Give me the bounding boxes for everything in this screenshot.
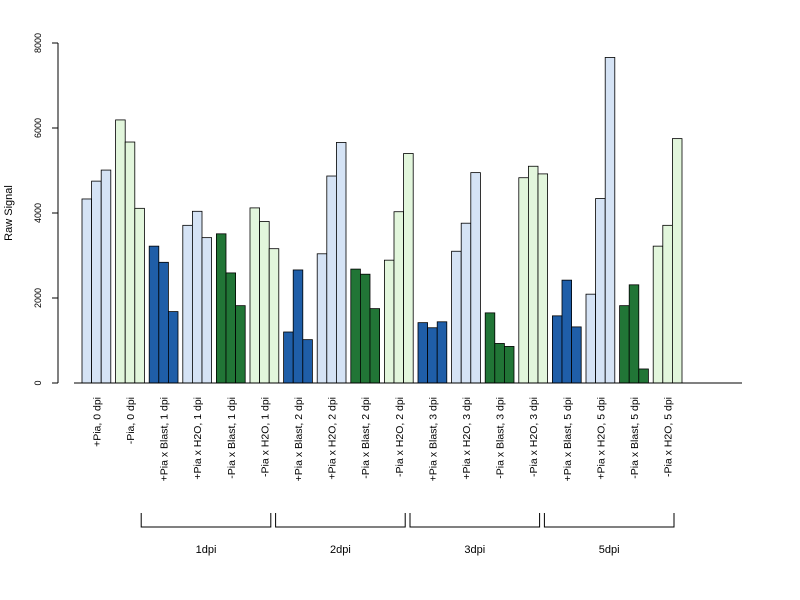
category-label: -Pia x H2O, 2 dpi bbox=[394, 397, 406, 477]
bar bbox=[403, 153, 414, 384]
category-label: +Pia x Blast, 3 dpi bbox=[427, 397, 439, 481]
y-tick-label: 0 bbox=[33, 380, 43, 385]
group-label: 2dpi bbox=[330, 544, 351, 556]
y-tick-label: 8000 bbox=[33, 33, 43, 53]
bar bbox=[619, 305, 630, 384]
group-brackets: 1dpi 2dpi 3dpi 5dpi bbox=[140, 513, 675, 556]
bar bbox=[595, 198, 606, 384]
bar bbox=[638, 368, 649, 384]
group-label: 1dpi bbox=[196, 544, 217, 556]
category-label: -Pia x Blast, 3 dpi bbox=[495, 397, 507, 479]
bar bbox=[571, 326, 582, 384]
category-label: +Pia x Blast, 5 dpi bbox=[562, 397, 574, 481]
bar bbox=[652, 245, 664, 384]
category-label: +Pia x H2O, 1 dpi bbox=[192, 397, 204, 480]
category-label: -Pia x H2O, 3 dpi bbox=[528, 397, 540, 477]
bar bbox=[134, 207, 145, 384]
bar bbox=[316, 253, 328, 384]
bar bbox=[292, 269, 304, 384]
bar bbox=[628, 284, 640, 384]
bar bbox=[451, 250, 462, 384]
y-tick-label: 2000 bbox=[33, 288, 43, 308]
bar bbox=[326, 175, 337, 384]
bar bbox=[528, 165, 539, 384]
bar bbox=[335, 142, 347, 384]
bar bbox=[427, 327, 438, 384]
y-tick-label: 6000 bbox=[33, 118, 43, 138]
bar bbox=[259, 221, 270, 384]
group-bracket bbox=[543, 513, 675, 528]
bar bbox=[302, 339, 313, 384]
category-label: -Pia x Blast, 5 dpi bbox=[629, 397, 641, 479]
bar bbox=[100, 169, 112, 384]
bar bbox=[191, 210, 203, 384]
category-label: -Pia x Blast, 2 dpi bbox=[360, 397, 372, 479]
bar bbox=[115, 119, 126, 384]
y-axis-label: Raw Signal bbox=[3, 185, 15, 241]
category-labels: +Pia, 0 dpi -Pia, 0 dpi +Pia x Blast, 1 dp… bbox=[91, 397, 674, 481]
bars bbox=[81, 57, 683, 384]
bar bbox=[436, 321, 448, 384]
y-tick-label: 4000 bbox=[33, 203, 43, 223]
bar bbox=[537, 173, 549, 384]
bar bbox=[585, 293, 597, 384]
bar bbox=[81, 198, 93, 384]
bar bbox=[552, 315, 563, 384]
bar bbox=[350, 268, 361, 384]
bar bbox=[393, 211, 405, 384]
bar bbox=[167, 311, 179, 384]
bar bbox=[359, 273, 371, 384]
category-label: -Pia x Blast, 1 dpi bbox=[226, 397, 238, 479]
bar bbox=[124, 141, 136, 384]
category-label: +Pia x Blast, 2 dpi bbox=[293, 397, 305, 481]
bar bbox=[470, 172, 481, 384]
bar bbox=[249, 207, 261, 384]
category-label: +Pia x H2O, 5 dpi bbox=[595, 397, 607, 480]
bar bbox=[91, 180, 102, 384]
bar bbox=[662, 224, 673, 384]
group-label: 5dpi bbox=[599, 544, 620, 556]
bar bbox=[417, 322, 429, 384]
bar bbox=[369, 308, 381, 384]
bar bbox=[215, 233, 227, 384]
bar bbox=[148, 245, 160, 384]
category-label: -Pia x H2O, 1 dpi bbox=[259, 397, 271, 477]
category-label: -Pia, 0 dpi bbox=[125, 397, 137, 444]
bar bbox=[201, 237, 213, 384]
category-label: +Pia x H2O, 3 dpi bbox=[461, 397, 473, 480]
bar bbox=[158, 261, 169, 384]
bar bbox=[225, 272, 237, 384]
bar bbox=[283, 331, 294, 384]
category-label: -Pia x H2O, 5 dpi bbox=[663, 397, 675, 477]
group-label: 3dpi bbox=[464, 544, 485, 556]
category-label: +Pia, 0 dpi bbox=[91, 397, 103, 447]
bar bbox=[518, 177, 529, 384]
category-label: +Pia x H2O, 2 dpi bbox=[327, 397, 339, 480]
bar bbox=[460, 222, 472, 384]
bar bbox=[182, 224, 193, 384]
bar bbox=[235, 305, 246, 384]
bar bbox=[672, 138, 683, 384]
category-label: +Pia x Blast, 1 dpi bbox=[159, 397, 171, 481]
bar bbox=[561, 279, 573, 384]
group-bracket bbox=[409, 513, 541, 528]
bar bbox=[494, 343, 505, 384]
bar bbox=[503, 346, 515, 384]
group-bracket bbox=[140, 513, 272, 528]
bar bbox=[268, 248, 280, 384]
group-bracket bbox=[275, 513, 406, 528]
bar bbox=[484, 312, 496, 384]
y-axis: 0 2000 4000 6000 8000 bbox=[33, 33, 59, 386]
bar bbox=[604, 57, 616, 384]
bar bbox=[383, 259, 395, 384]
